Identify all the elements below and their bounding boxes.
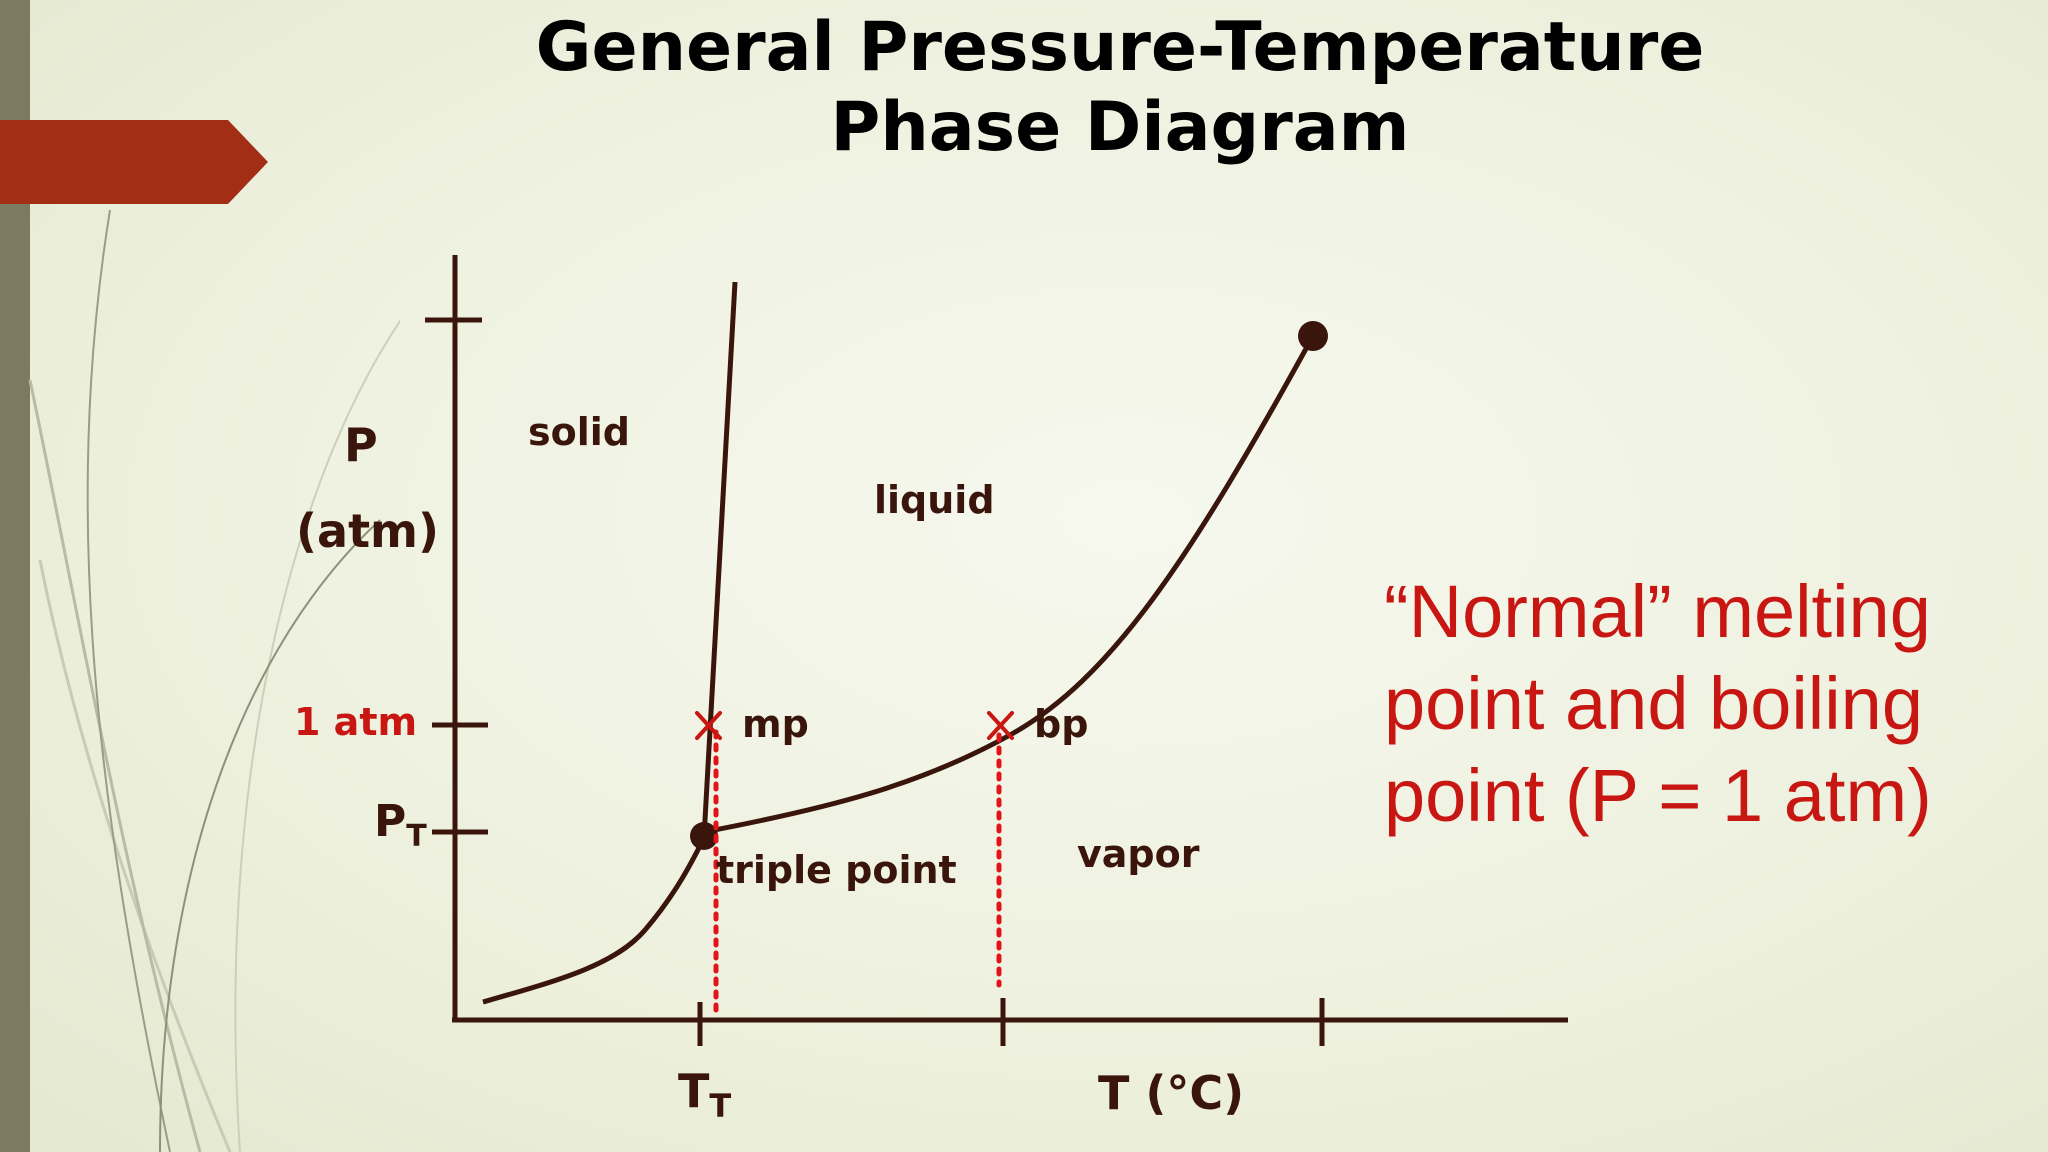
pt-sub: T: [406, 818, 427, 854]
sublimation-curve: [482, 836, 707, 1005]
region-label-solid: solid: [528, 410, 630, 454]
decorative-swooshes: [28, 209, 400, 1152]
tt-sub: T: [709, 1087, 732, 1126]
title-line-1: General Pressure-Temperature: [535, 8, 1705, 87]
y-tick-label-1-atm: 1 atm: [294, 700, 418, 744]
y-tick-label-pt: PT: [374, 796, 427, 854]
triple-point-marker: [690, 822, 718, 850]
bp-x-mark: [987, 711, 1014, 740]
title-line-2: Phase Diagram: [830, 88, 1410, 167]
region-label-vapor: vapor: [1077, 832, 1200, 876]
critical-point-marker: [1298, 321, 1328, 351]
region-label-liquid: liquid: [874, 478, 995, 522]
x-axis-label: T (°C): [1098, 1066, 1245, 1120]
pt-main: P: [374, 796, 407, 847]
slide-title: General Pressure-Temperature Phase Diagr…: [470, 8, 1770, 168]
vaporization-curve: [703, 334, 1316, 835]
normal-points-note: “Normal” melting point and boiling point…: [1384, 566, 2024, 842]
mp-label: mp: [742, 702, 809, 746]
bp-label: bp: [1034, 702, 1089, 746]
note-line-1: “Normal” melting: [1384, 570, 1931, 653]
melting-curve: [701, 281, 738, 839]
x-tick-label-tt: TT: [678, 1064, 731, 1125]
note-line-2: point and boiling: [1384, 662, 1923, 745]
tt-main: T: [678, 1064, 710, 1118]
title-ribbon: [0, 120, 268, 204]
note-line-3: point (P = 1 atm): [1384, 754, 1932, 837]
triple-point-label: triple point: [716, 848, 957, 892]
mp-x-mark: [695, 711, 722, 740]
y-axis-label-p: P: [344, 418, 378, 472]
y-axis-label-unit: (atm): [296, 504, 440, 558]
